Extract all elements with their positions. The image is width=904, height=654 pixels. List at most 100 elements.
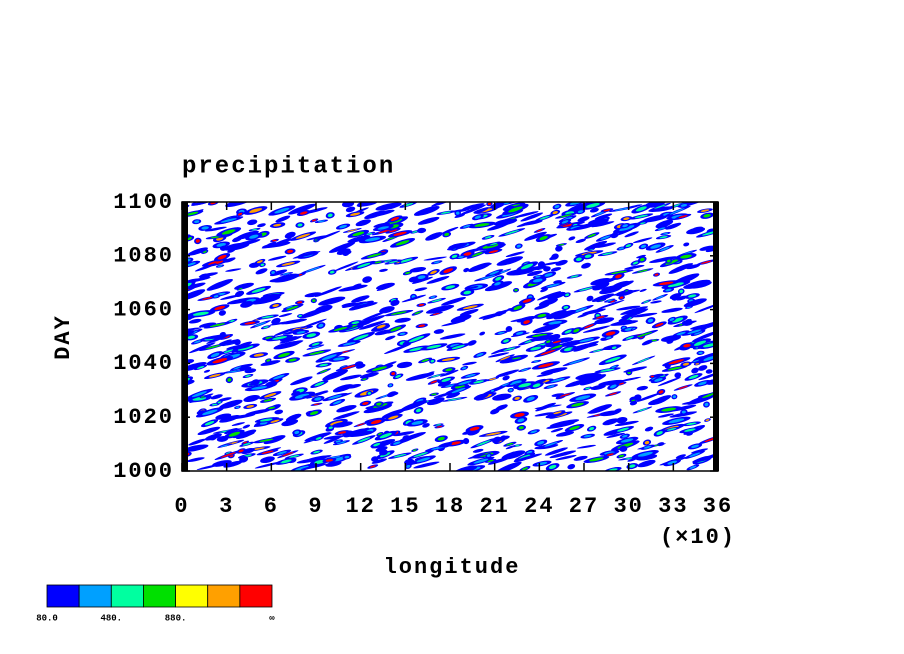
precip-core: [220, 444, 229, 447]
precip-core: [695, 363, 700, 365]
precip-core: [377, 432, 382, 436]
precip-blob: [364, 210, 386, 220]
precip-blob: [315, 230, 341, 241]
y-tick-label: 1000: [113, 459, 174, 484]
precip-core: [508, 388, 513, 392]
precip-core: [520, 263, 534, 270]
precip-core: [600, 368, 615, 372]
precip-core: [655, 295, 665, 300]
x-tick-label: 12: [345, 494, 375, 519]
precip-blob: [302, 391, 329, 398]
precip-core: [220, 218, 237, 223]
precip-core: [485, 432, 502, 436]
precip-blob: [586, 295, 594, 302]
precip-core: [661, 407, 677, 412]
precip-core: [411, 420, 424, 425]
precip-blob: [203, 334, 230, 340]
precip-core: [314, 397, 322, 401]
precip-blob: [532, 323, 561, 334]
precip-blob: [683, 298, 707, 308]
precip-blob: [573, 455, 588, 461]
precip-blob: [426, 275, 450, 284]
precip-blob: [610, 232, 619, 239]
precip-core: [533, 360, 539, 363]
precip-core: [271, 271, 275, 274]
precip-core: [497, 331, 505, 335]
precip-core: [611, 365, 617, 369]
precip-core: [266, 359, 271, 362]
precip-core: [315, 436, 322, 440]
precip-core: [662, 232, 669, 235]
precip-core: [499, 356, 511, 361]
precip-core: [487, 459, 494, 462]
precip-core: [443, 268, 453, 273]
precip-core: [251, 228, 258, 231]
precip-core: [310, 345, 321, 349]
precip-blob: [629, 400, 638, 406]
precip-blob: [686, 279, 711, 288]
precip-blob: [501, 450, 526, 460]
precip-core: [305, 266, 321, 272]
precip-core: [620, 438, 634, 443]
precip-blob: [549, 450, 577, 459]
precip-core: [393, 231, 407, 236]
precip-blob: [619, 445, 628, 452]
precip-core: [261, 315, 274, 319]
precip-core: [399, 332, 406, 336]
precip-core: [238, 287, 243, 290]
precip-blob: [441, 320, 466, 327]
precip-core: [273, 374, 285, 380]
precip-core: [390, 298, 397, 302]
precip-blob: [482, 309, 510, 321]
precip-core: [332, 400, 342, 405]
precip-core: [260, 263, 265, 266]
precip-blob: [425, 304, 455, 314]
precip-core: [526, 396, 535, 401]
precip-core: [626, 317, 632, 320]
precip-blob: [675, 454, 686, 459]
precip-blob: [614, 280, 634, 289]
precip-blob: [336, 248, 351, 255]
precip-core: [416, 457, 431, 463]
precip-blob: [666, 339, 674, 344]
precip-core: [243, 441, 248, 444]
precip-core: [336, 441, 347, 445]
precip-blob: [398, 431, 426, 442]
precip-blob: [681, 319, 694, 326]
precip-core: [609, 384, 617, 389]
precip-blob: [582, 325, 611, 333]
precip-core: [264, 392, 277, 398]
precip-core: [488, 250, 499, 254]
precip-blob: [396, 361, 413, 369]
precip-core: [654, 204, 667, 209]
precip-core: [335, 440, 341, 443]
precip-core: [686, 306, 692, 309]
precip-blob: [691, 367, 699, 374]
precip-core: [514, 396, 520, 400]
precip-core: [513, 305, 522, 310]
precip-core: [418, 324, 426, 328]
precip-core: [667, 460, 678, 465]
precip-blob: [590, 278, 611, 286]
precip-blob: [423, 256, 447, 261]
precip-blob: [467, 453, 487, 459]
precip-core: [680, 254, 692, 259]
precip-blob: [674, 372, 682, 379]
precip-blob: [611, 289, 641, 296]
precip-blob: [576, 444, 597, 449]
precip-blob: [274, 409, 284, 415]
precip-core: [637, 451, 653, 457]
precip-blob: [322, 369, 349, 381]
precip-core: [643, 300, 650, 303]
precip-blob: [575, 238, 587, 243]
precip-blob: [536, 372, 553, 377]
precip-blob: [530, 334, 560, 342]
precip-blob: [191, 202, 212, 206]
precip-blob: [354, 207, 369, 214]
precip-core: [393, 441, 401, 445]
precip-core: [570, 275, 579, 278]
precip-blob: [535, 402, 556, 412]
precip-blob: [375, 446, 388, 452]
precip-core: [489, 270, 500, 276]
precip-core: [314, 459, 325, 464]
